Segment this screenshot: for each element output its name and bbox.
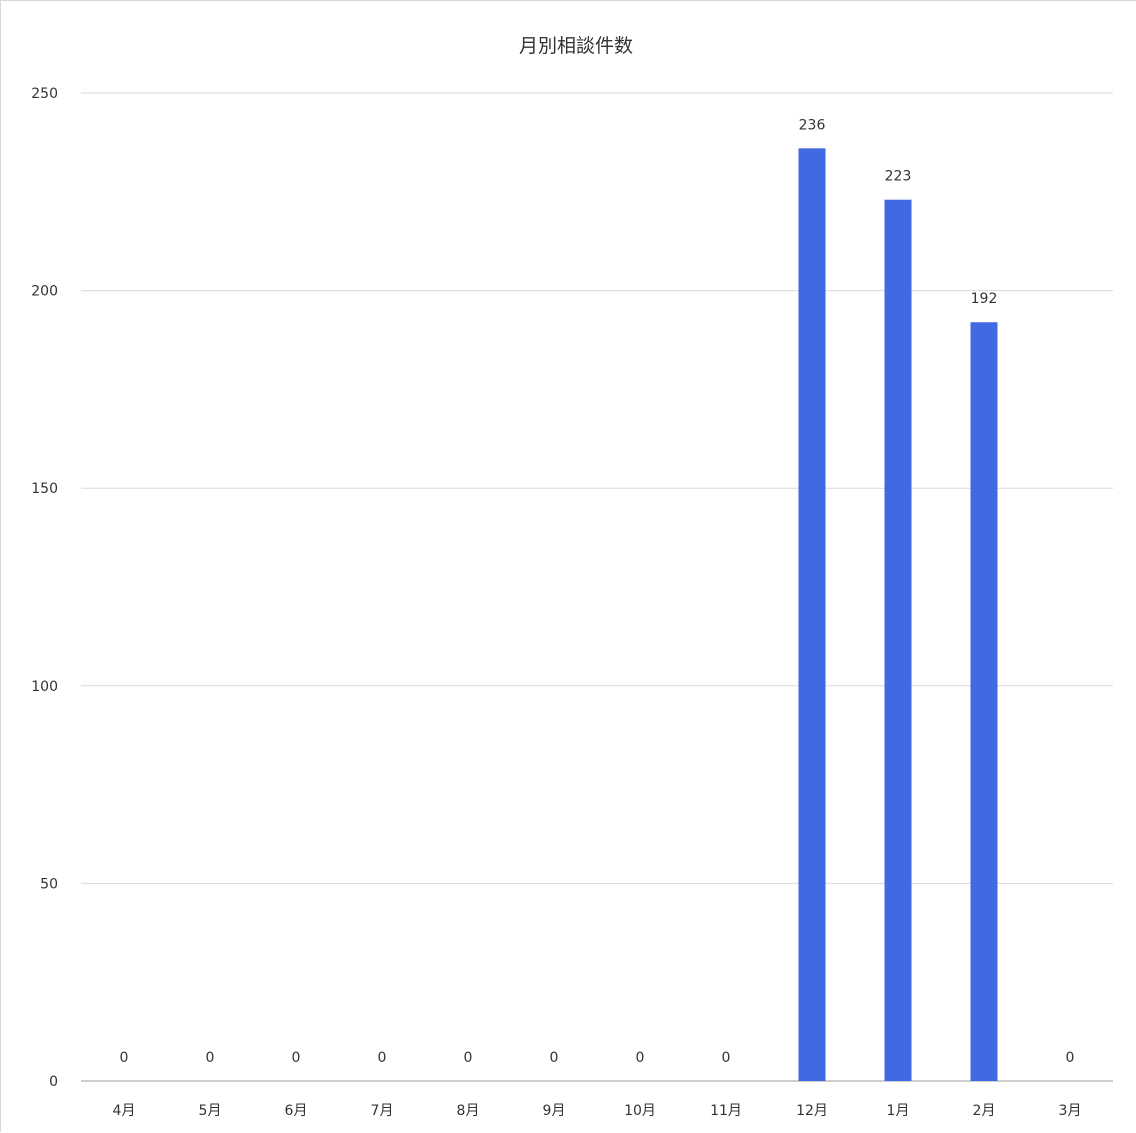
y-tick-label: 200 [31, 284, 58, 300]
y-tick-label: 250 [31, 86, 58, 102]
x-tick-label: 9月 [543, 1103, 566, 1119]
data-label: 0 [292, 1050, 301, 1066]
x-tick-label: 3月 [1059, 1103, 1082, 1119]
y-tick-label: 100 [31, 679, 58, 695]
x-tick-label: 10月 [624, 1103, 656, 1119]
data-label: 0 [206, 1050, 215, 1066]
data-label: 0 [722, 1050, 731, 1066]
x-tick-label: 6月 [285, 1103, 308, 1119]
data-label: 236 [799, 117, 826, 133]
bar-8 [798, 148, 826, 1081]
data-labels: 0 0 0 0 0 0 0 0 236 223 192 0 [120, 117, 1075, 1066]
bar-10 [970, 322, 998, 1081]
x-tick-label: 2月 [973, 1103, 996, 1119]
data-label: 223 [885, 169, 912, 185]
bars [798, 148, 998, 1082]
data-label: 0 [550, 1050, 559, 1066]
x-axis-ticks: 4月 5月 6月 7月 8月 9月 10月 11月 12月 1月 2月 3月 [113, 1103, 1082, 1119]
data-label: 192 [971, 291, 998, 307]
x-tick-label: 8月 [457, 1103, 480, 1119]
bar-9 [884, 199, 912, 1082]
x-tick-label: 4月 [113, 1103, 136, 1119]
y-tick-label: 0 [49, 1074, 58, 1090]
y-tick-label: 150 [31, 481, 58, 497]
y-axis-ticks: 0 50 100 150 200 250 [31, 86, 58, 1090]
gridlines [81, 92, 1113, 1082]
chart-title: 月別相談件数 [519, 35, 633, 57]
data-label: 0 [120, 1050, 129, 1066]
x-tick-label: 11月 [710, 1103, 742, 1119]
x-tick-label: 12月 [796, 1103, 828, 1119]
data-label: 0 [378, 1050, 387, 1066]
x-tick-label: 1月 [887, 1103, 910, 1119]
data-label: 0 [464, 1050, 473, 1066]
x-tick-label: 7月 [371, 1103, 394, 1119]
y-tick-label: 50 [40, 876, 58, 892]
x-tick-label: 5月 [199, 1103, 222, 1119]
data-label: 0 [1066, 1050, 1075, 1066]
data-label: 0 [636, 1050, 645, 1066]
